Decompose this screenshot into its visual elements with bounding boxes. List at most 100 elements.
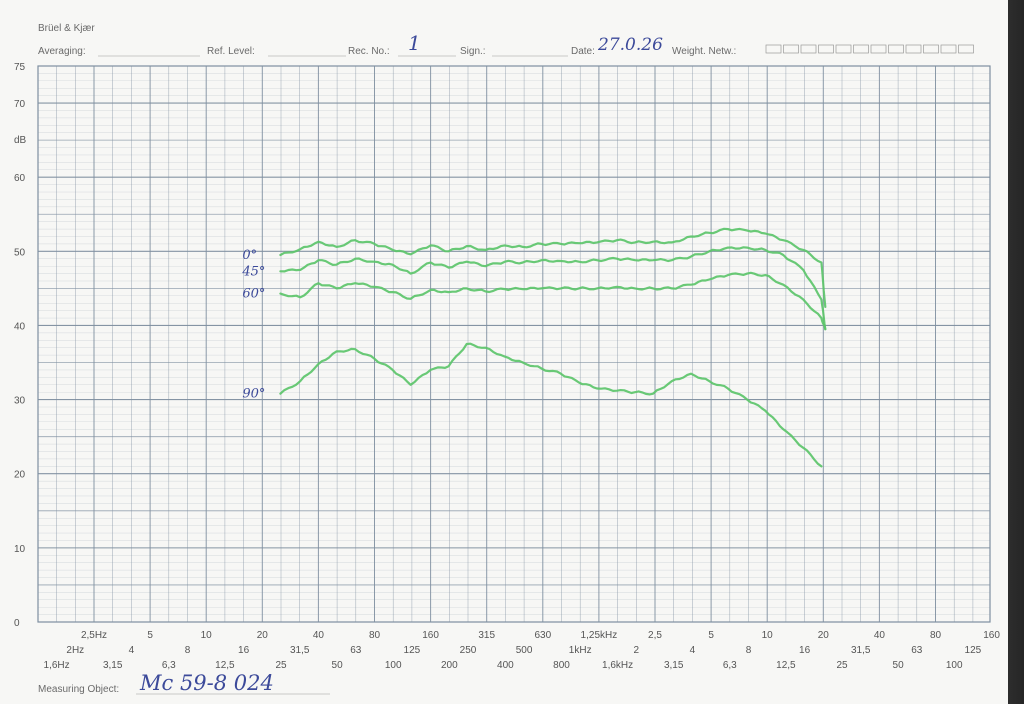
brand-label: Brüel & Kjær — [38, 23, 95, 34]
x-tick-label: 5 — [147, 630, 153, 641]
x-tick-label: 5 — [708, 630, 714, 641]
x-tick-label: 630 — [534, 630, 551, 641]
trace-angle-label: 90° — [242, 387, 265, 402]
date-value: 27.0.26 — [597, 35, 663, 55]
y-tick-label: 50 — [14, 247, 26, 258]
y-tick-label: 0 — [14, 618, 20, 629]
x-tick-label: 2,5 — [648, 630, 662, 641]
trace-angle-label: 45° — [241, 264, 265, 279]
chart-grid — [37, 65, 991, 623]
x-tick-label: 2,5Hz — [81, 630, 107, 641]
x-tick-label: 800 — [553, 660, 570, 671]
y-tick-label: 40 — [14, 321, 26, 332]
weight-box — [905, 44, 922, 54]
trace-angle-labels: 0°45° 60° 90° — [241, 248, 265, 402]
weight-network-boxes — [765, 44, 974, 54]
x-tick-label: 125 — [404, 645, 421, 656]
weight-box — [958, 44, 974, 54]
x-tick-label: 10 — [201, 630, 213, 641]
x-tick-label: 25 — [836, 660, 848, 671]
x-tick-label: 4 — [129, 645, 135, 656]
response-traces — [279, 227, 827, 468]
weight-netw-label: Weight. Netw.: — [672, 46, 736, 57]
trace-line — [279, 342, 823, 468]
x-tick-label: 25 — [275, 660, 287, 671]
x-tick-label: 400 — [497, 660, 514, 671]
y-axis-label: dB — [14, 135, 27, 146]
x-tick-label: 20 — [257, 630, 269, 641]
x-tick-label: 160 — [422, 630, 439, 641]
sign-label: Sign.: — [460, 46, 486, 57]
weight-box — [923, 44, 939, 54]
measuring-object-label: Measuring Object: — [38, 684, 119, 695]
weight-box — [853, 44, 869, 54]
date-label: Date: — [571, 46, 595, 57]
x-tick-label: 250 — [460, 645, 477, 656]
weight-box — [870, 44, 887, 54]
averaging-label: Averaging: — [38, 46, 86, 57]
x-tick-label: 16 — [238, 645, 250, 656]
x-tick-label: 12,5 — [215, 660, 235, 671]
y-axis-ticks: 0 10 20 30 40 50 60 70 75 — [14, 62, 26, 629]
x-tick-label: 6,3 — [723, 660, 737, 671]
weight-box — [888, 44, 904, 54]
x-tick-label: 1,25kHz — [581, 630, 618, 641]
x-tick-label: 100 — [946, 660, 963, 671]
trace-angle-label: 0° — [242, 248, 257, 263]
weight-box — [818, 44, 834, 54]
rec-no-value: 1 — [408, 31, 421, 55]
x-tick-label: 12,5 — [776, 660, 796, 671]
trace-line — [279, 271, 827, 331]
ref-level-label: Ref. Level: — [207, 46, 255, 57]
measuring-object-value: Mc 59-8 024 — [139, 671, 274, 695]
y-tick-label: 30 — [14, 396, 26, 407]
x-tick-label: 80 — [930, 630, 942, 641]
weight-box — [783, 44, 799, 54]
x-tick-label: 16 — [799, 645, 811, 656]
rec-no-label: Rec. No.: — [348, 46, 390, 57]
x-tick-label: 160 — [983, 630, 1000, 641]
x-tick-label: 31,5 — [851, 645, 871, 656]
weight-box — [940, 44, 957, 54]
y-tick-label: 10 — [14, 544, 26, 555]
x-tick-label: 3,15 — [103, 660, 123, 671]
x-tick-label: 4 — [690, 645, 696, 656]
trace-line — [279, 227, 827, 308]
x-tick-label: 100 — [385, 660, 402, 671]
x-tick-label: 20 — [818, 630, 830, 641]
x-tick-label: 63 — [350, 645, 362, 656]
x-tick-label: 200 — [441, 660, 458, 671]
weight-box — [800, 44, 817, 54]
weight-box — [835, 44, 852, 54]
x-tick-label: 40 — [874, 630, 886, 641]
x-tick-label: 2 — [634, 645, 640, 656]
x-axis-ticks: 2,5Hz 5 10 20 40 80 160 315 630 1,25kHz 2,5 5 10 20 40… — [44, 630, 1001, 671]
y-tick-label: 75 — [14, 62, 26, 73]
x-tick-label: 1,6Hz — [44, 660, 70, 671]
x-tick-label: 10 — [762, 630, 774, 641]
x-tick-label: 125 — [965, 645, 982, 656]
x-tick-label: 315 — [478, 630, 495, 641]
y-tick-label: 70 — [14, 99, 26, 110]
x-tick-label: 6,3 — [162, 660, 176, 671]
x-tick-label: 1,6kHz — [602, 660, 633, 671]
weight-box — [765, 44, 782, 54]
x-tick-label: 40 — [313, 630, 325, 641]
x-tick-label: 8 — [185, 645, 191, 656]
y-tick-label: 20 — [14, 470, 26, 481]
x-tick-label: 31,5 — [290, 645, 310, 656]
x-tick-label: 50 — [332, 660, 344, 671]
x-tick-label: 50 — [893, 660, 905, 671]
x-tick-label: 2Hz — [66, 645, 84, 656]
x-tick-label: 80 — [369, 630, 381, 641]
x-tick-label: 8 — [746, 645, 752, 656]
x-tick-label: 3,15 — [664, 660, 684, 671]
x-tick-label: 500 — [516, 645, 533, 656]
trace-line — [279, 246, 827, 331]
x-tick-label: 63 — [911, 645, 923, 656]
x-tick-label: 1kHz — [569, 645, 592, 656]
trace-angle-label: 60° — [242, 287, 265, 302]
y-tick-label: 60 — [14, 173, 26, 184]
